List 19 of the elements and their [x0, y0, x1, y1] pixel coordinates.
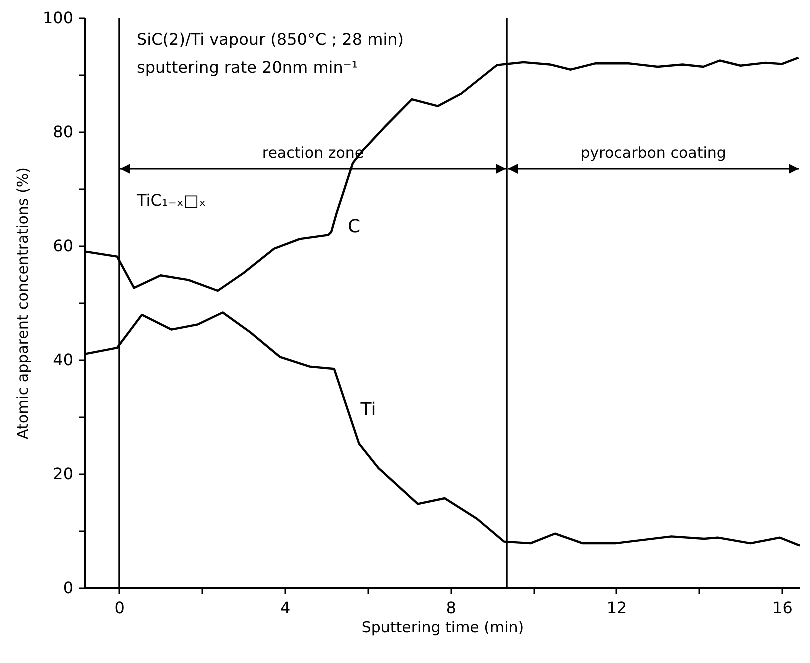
series-label: Ti — [360, 399, 376, 420]
y-tick-label: 100 — [42, 8, 74, 28]
annotation: pyrocarbon coating — [580, 144, 726, 162]
x-tick-label: 12 — [606, 598, 628, 618]
y-tick-label: 0 — [63, 578, 74, 598]
annotation: sputtering rate 20nm min⁻¹ — [137, 58, 358, 77]
annotation: TiC₁₋ₓ□ₓ — [136, 191, 206, 210]
series-label: C — [348, 216, 361, 238]
y-tick-label: 40 — [53, 350, 74, 370]
x-axis-title: Sputtering time (min) — [362, 618, 524, 636]
y-axis-title: Atomic apparent concentrations (%) — [14, 168, 32, 440]
annotation: SiC(2)/Ti vapour (850°C ; 28 min) — [137, 30, 404, 49]
x-tick-label: 0 — [114, 598, 125, 618]
y-tick-label: 80 — [53, 122, 74, 142]
x-tick-label: 4 — [280, 598, 291, 618]
y-tick-label: 20 — [53, 464, 74, 484]
y-tick-label: 60 — [53, 236, 74, 256]
x-tick-label: 8 — [446, 598, 456, 618]
x-tick-label: 16 — [772, 598, 793, 618]
